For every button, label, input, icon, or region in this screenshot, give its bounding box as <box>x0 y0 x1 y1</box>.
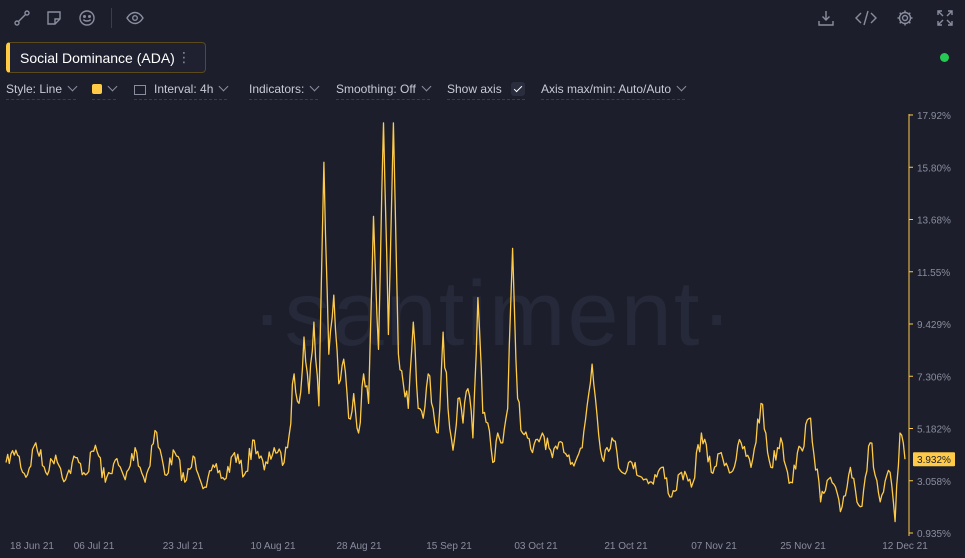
x-tick-label: 06 Jul 21 <box>74 541 115 552</box>
x-tick-label: 10 Aug 21 <box>250 541 295 552</box>
draw-line-icon[interactable] <box>13 9 31 27</box>
chart-series <box>5 122 906 523</box>
y-tick-label: 5.182% <box>917 425 951 436</box>
y-tick-label: 17.92% <box>917 111 951 122</box>
y-tick-label: 13.68% <box>917 216 951 227</box>
x-tick-label: 15 Sep 21 <box>426 541 472 552</box>
series-line <box>5 122 906 523</box>
show-axis-toggle[interactable]: Show axis <box>447 82 525 100</box>
color-dropdown[interactable] <box>92 81 118 100</box>
code-embed-icon[interactable] <box>855 9 877 27</box>
smoothing-label: Smoothing: Off <box>336 82 416 96</box>
indicators-label: Indicators: <box>249 82 305 96</box>
axis-minmax-dropdown[interactable]: Axis max/min: Auto/Auto <box>541 81 687 100</box>
emoji-icon[interactable] <box>78 9 96 27</box>
metric-chip[interactable]: Social Dominance (ADA) ⋮ <box>6 42 206 73</box>
x-tick-label: 18 Jun 21 <box>10 541 54 552</box>
last-value-marker: 3.932% <box>913 452 955 467</box>
x-tick-label: 23 Jul 21 <box>163 541 204 552</box>
smoothing-dropdown[interactable]: Smoothing: Off <box>336 81 432 100</box>
x-axis: 18 Jun 21 06 Jul 21 23 Jul 21 10 Aug 21 28 A… <box>10 541 928 552</box>
gear-icon[interactable] <box>896 9 914 27</box>
style-label: Style: Line <box>6 82 63 96</box>
x-tick-label: 07 Nov 21 <box>691 541 737 552</box>
last-value-badge <box>913 452 955 467</box>
interval-dropdown[interactable]: Interval: 4h <box>134 81 229 100</box>
x-tick-label: 21 Oct 21 <box>604 541 648 552</box>
y-tick-label: 11.55% <box>917 268 950 279</box>
chart-settings-bar: Style: Line Interval: 4h Indicators: Smo… <box>0 81 965 104</box>
x-tick-label: 12 Dec 21 <box>882 541 928 552</box>
style-dropdown[interactable]: Style: Line <box>6 81 78 100</box>
toolbar-divider <box>111 8 112 28</box>
color-swatch <box>92 84 102 94</box>
y-tick-label: 0.935% <box>917 529 951 540</box>
toolbar <box>0 0 965 36</box>
show-axis-label: Show axis <box>447 82 502 96</box>
x-tick-label: 03 Oct 21 <box>514 541 558 552</box>
x-tick-label: 25 Nov 21 <box>780 541 826 552</box>
y-tick-label: 7.306% <box>917 372 951 383</box>
y-tick-label: 9.429% <box>917 320 951 331</box>
sticky-note-icon[interactable] <box>45 9 63 27</box>
y-tick-label: 15.80% <box>917 163 951 174</box>
indicators-dropdown[interactable]: Indicators: <box>249 81 320 100</box>
interval-icon <box>134 85 146 95</box>
metric-menu-icon[interactable]: ⋮ <box>177 49 191 65</box>
interval-label: Interval: 4h <box>154 82 214 96</box>
live-status-dot <box>940 53 949 62</box>
download-icon[interactable] <box>817 9 835 27</box>
last-value-label: 3.932% <box>917 455 951 466</box>
x-tick-label: 28 Aug 21 <box>336 541 381 552</box>
y-axis: 17.92% 15.80% 13.68% 11.55% 9.429% 7.306% 5.18… <box>909 111 951 540</box>
show-axis-checkbox[interactable] <box>510 82 525 96</box>
fullscreen-icon[interactable] <box>936 9 954 27</box>
y-tick-label: 3.058% <box>917 477 951 488</box>
metric-label: Social Dominance (ADA) <box>20 50 175 66</box>
eye-icon[interactable] <box>126 9 144 27</box>
axis-minmax-label: Axis max/min: Auto/Auto <box>541 82 672 96</box>
watermark: ·santiment· <box>252 263 734 365</box>
